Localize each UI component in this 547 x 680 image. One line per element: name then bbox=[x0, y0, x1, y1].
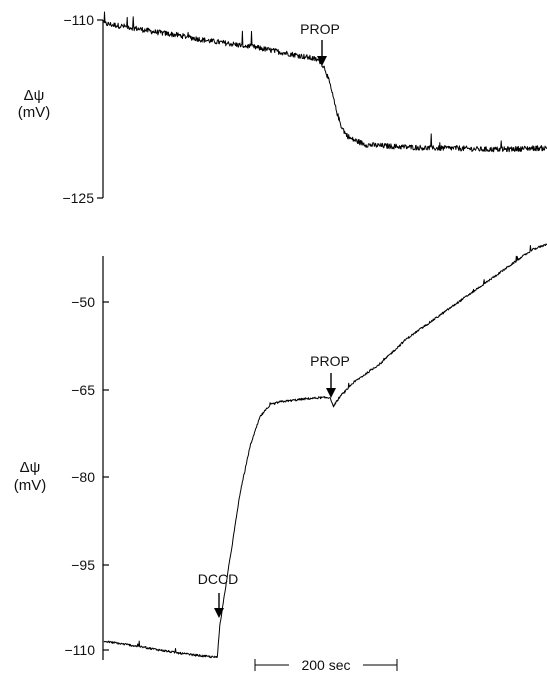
dccd-arrow bbox=[214, 593, 224, 618]
bottom-prop-label: PROP bbox=[310, 353, 350, 369]
dccd-label: DCCD bbox=[198, 571, 238, 587]
top-y-tick-label--110: −110 bbox=[64, 12, 95, 28]
bottom-y-tick-label--110: −110 bbox=[65, 642, 96, 658]
top-prop-arrow bbox=[317, 40, 327, 66]
time-scale-bar bbox=[254, 659, 398, 671]
bottom-y-axis-label-symbol: Δψ bbox=[20, 459, 41, 476]
top-panel: −110 −125 Δψ (mV) PROP bbox=[18, 11, 547, 206]
bottom-y-tick-label--80: −80 bbox=[71, 469, 95, 485]
bottom-y-tick-label--50: −50 bbox=[71, 294, 95, 310]
bottom-series-trace bbox=[103, 243, 547, 659]
bottom-y-axis-label-unit: (mV) bbox=[14, 477, 47, 494]
top-y-axis-label-symbol: Δψ bbox=[24, 87, 45, 104]
top-y-tick-label--125: −125 bbox=[62, 190, 94, 206]
bottom-panel: −50 −65 −80 −95 −110 Δψ (mV) DCCD PROP 2… bbox=[14, 243, 547, 673]
top-prop-label: PROP bbox=[300, 21, 340, 37]
top-series-trace bbox=[103, 11, 547, 153]
time-scale-bar-label: 200 sec bbox=[301, 657, 350, 673]
bottom-prop-arrow bbox=[326, 373, 336, 398]
bottom-y-tick-label--65: −65 bbox=[71, 382, 95, 398]
top-y-axis-label-unit: (mV) bbox=[18, 104, 51, 121]
bottom-y-tick-label--95: −95 bbox=[71, 557, 95, 573]
